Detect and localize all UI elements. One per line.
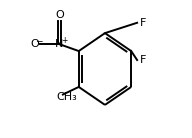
Text: +: +: [61, 36, 68, 45]
Text: O: O: [55, 10, 64, 20]
Text: N: N: [55, 39, 64, 49]
Text: F: F: [140, 55, 146, 65]
Text: CH₃: CH₃: [56, 92, 77, 102]
Text: F: F: [140, 18, 146, 28]
Text: −: −: [35, 36, 43, 45]
Text: O: O: [30, 39, 39, 49]
